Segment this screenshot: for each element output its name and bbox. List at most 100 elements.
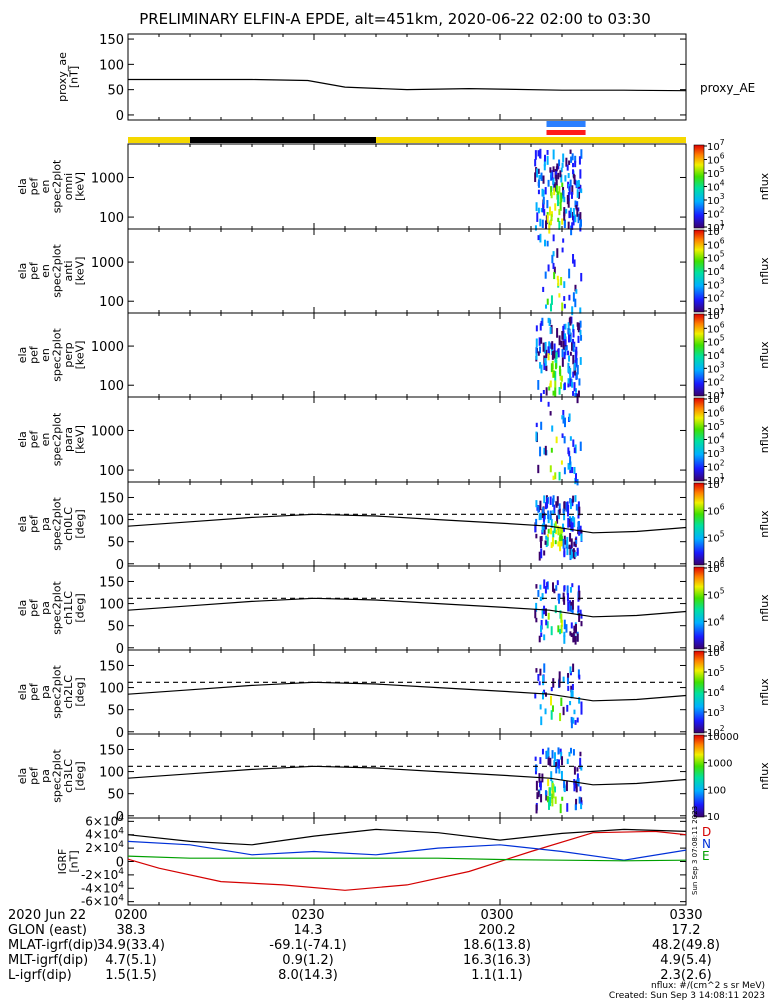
spec_anti-pixel [553, 272, 556, 280]
colorbar-tick-label: 102 [707, 724, 725, 739]
igrf-ytick-label: -4×104 [81, 880, 124, 895]
spec_omni-pixel [556, 163, 559, 169]
pa_ch0-pixel [545, 540, 548, 548]
spec_para-pixel [569, 456, 572, 465]
spec_para-pixel [558, 471, 561, 481]
spec_anti-pixel [572, 254, 575, 264]
side-stamp: Sun Sep 3 07:08:11 2023 [691, 806, 699, 895]
spec_perp-pixel [558, 386, 561, 395]
pa_ch3-ytick-label: 150 [99, 743, 124, 758]
spec_omni-pixel [534, 225, 537, 231]
pa_ch0-ylabel: ch0LC [62, 507, 75, 541]
pa_ch3-pixel [549, 757, 552, 767]
pa_ch0-pixel [565, 502, 568, 512]
pa_ch1-pixel [560, 613, 563, 623]
igrf-ytick-label: 4×104 [85, 827, 124, 842]
pa_ch2-pixel [566, 677, 569, 685]
pa_ch0-pixel [572, 549, 575, 558]
spec_omni-pixel [534, 172, 537, 183]
spec_perp-frame [127, 312, 687, 398]
spec_omni-pixel [571, 153, 574, 161]
spec_perp-pixel [535, 347, 538, 354]
pa_ch2-pixel [550, 710, 553, 720]
spec_perp-pixel [540, 320, 543, 326]
spec_perp-pixel [560, 340, 563, 348]
pa_ch3-pixel [551, 750, 554, 759]
pa_ch1-pixel [539, 596, 542, 601]
spec_perp-pixel [547, 317, 550, 323]
pa_ch1-pixel [565, 624, 568, 633]
pa_ch3-pixel [572, 749, 575, 756]
pa_ch1-pixel [558, 595, 561, 604]
spec_perp-pixel [559, 375, 562, 381]
pa_ch1-pixel [554, 605, 557, 614]
spec_perp-pixel [548, 318, 551, 327]
spec_perp-pixel [559, 382, 562, 389]
colorbar-label: nflux [758, 594, 771, 622]
pa_ch3-pixel [576, 767, 579, 772]
row-label: L-igrf(dip) [8, 968, 72, 983]
colorbar-tick-label: 102 [707, 290, 725, 305]
spec_perp-pixel [567, 322, 570, 330]
spec_anti-ytick-label: 100 [99, 295, 124, 310]
igrf-ytick-label: 6×104 [85, 813, 124, 828]
pa_ch0-pixel [573, 541, 576, 546]
pa_ch3-pixel [553, 752, 556, 762]
pa_ch1-pixel [560, 619, 563, 627]
spec_perp-pixel [575, 346, 578, 354]
proxy-ae-ytick-label: 150 [99, 33, 124, 48]
spec_omni-pixel [536, 168, 539, 178]
spec_perp-pixel [568, 355, 571, 362]
spec_perp-pixel [572, 391, 575, 396]
spec_para-pixel [547, 401, 550, 407]
pa_ch0-pixel [578, 506, 581, 516]
pa_ch3-pixel [557, 747, 560, 755]
colorbar [693, 650, 705, 734]
pa_ch3-ylabel: pa [39, 769, 52, 783]
spec_perp-pixel [567, 362, 570, 373]
spec_omni-pixel [576, 180, 579, 188]
pa_ch2-pixel [537, 674, 540, 681]
pa_ch0-pixel [567, 505, 570, 514]
pa_ch1-pixel [538, 635, 541, 643]
spec_omni-pixel [554, 203, 557, 211]
colorbar-tick-label: 102 [707, 374, 725, 389]
spec_perp-pixel [558, 335, 561, 346]
pa_ch1-pixel [578, 590, 581, 601]
pa_ch1-pixel [546, 582, 549, 588]
pa_ch0-pixel [578, 529, 581, 536]
pa_ch2-pixel [542, 691, 545, 700]
pa_ch3-pixel [556, 759, 559, 769]
pa_ch0-pixel [543, 495, 546, 504]
spec_omni-ylabel: ela [16, 178, 29, 195]
spec_anti-pixel [542, 286, 545, 293]
status-bar-yellow [128, 137, 686, 143]
colorbar-tick-label: 105 [707, 587, 725, 602]
colorbar-tick-label: 107 [707, 223, 725, 238]
pa_ch3-pixel [557, 759, 560, 767]
pa_ch0-pixel [577, 521, 580, 530]
igrf-ytick-label: 2×104 [85, 840, 124, 855]
status-bar-black [190, 137, 376, 143]
spec_perp-pixel [577, 322, 580, 333]
igrf-legend-D: D [702, 825, 711, 839]
spec_para-pixel [544, 445, 547, 456]
pa_ch3-pixel [579, 786, 582, 792]
pa_ch2-pixel [543, 663, 546, 673]
spec_anti-pixel [552, 234, 555, 242]
spec_perp-pixel [545, 365, 548, 372]
pa_ch0-pixel [547, 528, 550, 534]
pa_ch0-pixel [569, 547, 572, 555]
spec_para-ytick-label: 100 [99, 464, 124, 479]
spec_perp-pixel [537, 351, 540, 356]
spec_omni-pixel [542, 175, 545, 184]
spec_omni-pixel [549, 206, 552, 216]
spec_omni-pixel [541, 188, 544, 197]
pa_ch3-pixel [535, 780, 538, 791]
pa_ch3-pixel [548, 787, 551, 797]
spec_omni-pixel [567, 221, 570, 230]
pa_ch0-pixel [571, 499, 574, 507]
pa_ch2-pixel [569, 666, 572, 674]
igrf-ytick-label: 0 [116, 856, 124, 871]
colorbar-tick-label: 106 [707, 503, 725, 518]
